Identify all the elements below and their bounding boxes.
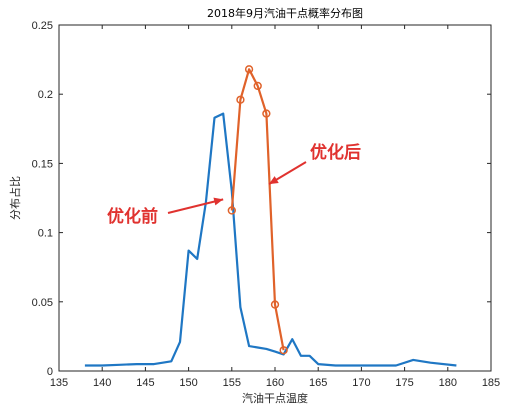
annotation-arrowhead [213,197,224,206]
series-2-point [227,206,236,215]
x-tick-label: 180 [439,377,457,389]
series-2-point [253,81,262,91]
series-2-point [244,65,254,74]
y-tick-label: 0.1 [38,228,53,240]
annotation-layer: 优化前 优化后 [107,142,361,227]
y-axis: 0 0.05 0.1 0.15 0.2 0.25 [32,20,491,378]
x-tick-label: 170 [352,377,370,389]
series-2-point [279,346,288,355]
x-tick-label: 135 [50,377,68,389]
x-tick-label: 160 [266,377,284,389]
series-2-point [236,95,245,104]
x-axis: 135 140 145 150 155 160 165 170 175 180 185 [50,25,500,389]
x-tick-label: 165 [309,377,327,389]
annotation-label: 优化前 [107,206,158,227]
chart-title: 2018年9月汽油干点概率分布图 [207,6,363,20]
y-tick-label: 0.25 [32,20,53,32]
series-2-point [262,109,271,118]
y-tick-label: 0.2 [38,89,53,101]
series-layer [84,65,457,367]
annotation-arrow [167,198,224,214]
x-tick-label: 175 [395,377,413,389]
series-line-2 [230,68,285,351]
y-axis-label: 分布占比 [8,176,22,220]
y-tick-label: 0.05 [32,297,53,309]
y-tick-label: 0.15 [32,158,53,170]
y-tick-label: 0 [47,366,53,378]
annotation-label: 优化后 [310,142,361,163]
series-line-1 [84,112,457,367]
x-tick-label: 185 [482,377,500,389]
series-2-point [270,300,280,309]
x-tick-label: 145 [136,377,154,389]
x-tick-label: 150 [179,377,197,389]
plot-frame [58,24,492,372]
x-tick-label: 155 [223,377,241,389]
x-tick-label: 140 [93,377,111,389]
annotation-arrowhead [268,176,279,185]
x-axis-label: 汽油干点温度 [242,391,308,405]
